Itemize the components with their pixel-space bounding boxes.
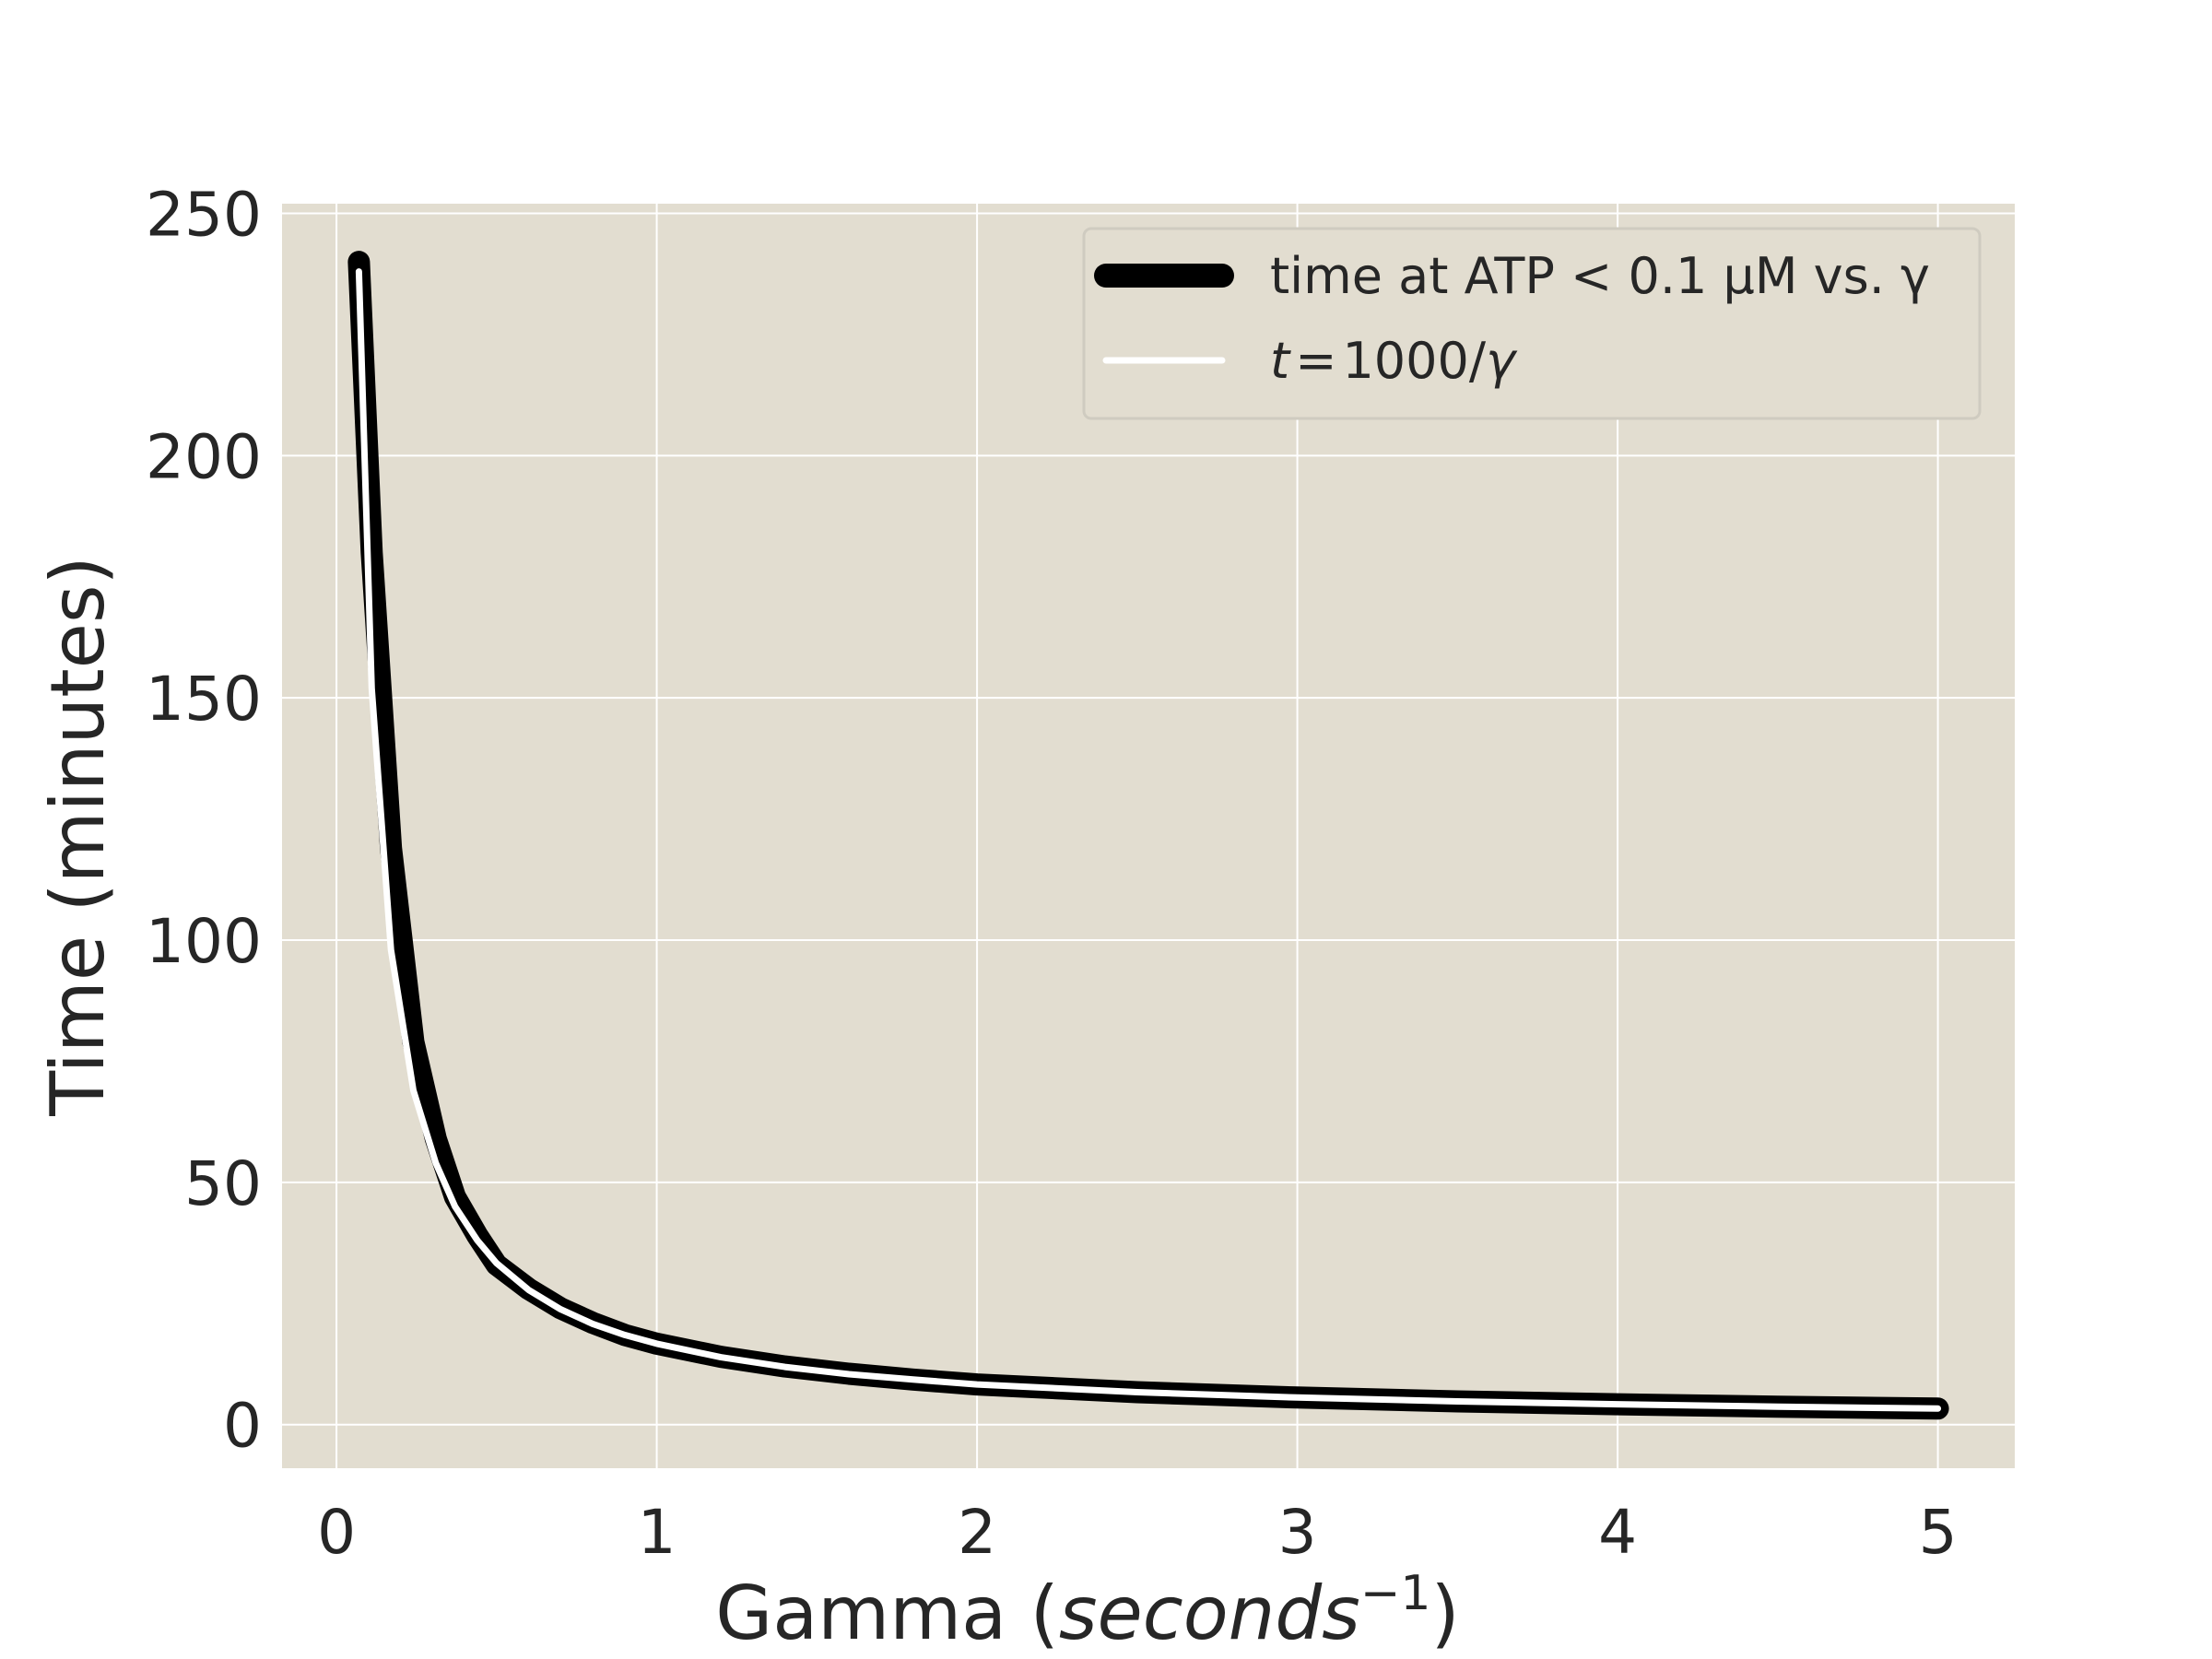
x-tick-label: 4 bbox=[1598, 1497, 1637, 1568]
series-group bbox=[347, 251, 1949, 1420]
y-tick-label: 200 bbox=[146, 421, 262, 492]
x-tick-label: 3 bbox=[1278, 1497, 1317, 1568]
y-tick-label: 50 bbox=[184, 1148, 262, 1219]
y-tick-label: 100 bbox=[146, 906, 262, 977]
legend-label-series-1: time at ATP < 0.1 μM vs. γ bbox=[1270, 247, 1930, 305]
legend-label-series-2-gamma: γ bbox=[1486, 332, 1518, 390]
y-tick-label: 0 bbox=[223, 1391, 262, 1462]
x-axis-title-close: ) bbox=[1430, 1571, 1459, 1656]
legend-label-series-2: t = 1000/γ bbox=[1270, 332, 1518, 390]
x-tick-label: 0 bbox=[317, 1497, 356, 1568]
x-axis-title-exponent: −1 bbox=[1360, 1566, 1431, 1621]
x-tick-label: 1 bbox=[638, 1497, 677, 1568]
legend-label-series-2-value: 1000/ bbox=[1342, 332, 1486, 390]
legend-box bbox=[1082, 227, 1982, 420]
legend-label-series-2-t: t bbox=[1270, 332, 1291, 390]
legend: time at ATP < 0.1 μM vs. γ t = 1000/γ bbox=[1082, 227, 1982, 420]
series-line-white bbox=[355, 268, 1942, 1412]
y-axis-title: Time (minutes) bbox=[35, 556, 121, 1116]
x-tick-label: 2 bbox=[958, 1497, 996, 1568]
legend-label-series-2-eq: = bbox=[1295, 332, 1336, 390]
y-tick-labels: 0 50 100 150 200 250 bbox=[146, 180, 262, 1462]
grid bbox=[282, 204, 2015, 1468]
y-tick-label: 150 bbox=[146, 664, 262, 735]
x-axis-title-main: Gamma ( bbox=[715, 1571, 1059, 1656]
y-tick-label: 250 bbox=[146, 180, 262, 251]
x-tick-label: 5 bbox=[1919, 1497, 1958, 1568]
x-axis-title-math: seconds bbox=[1059, 1571, 1360, 1656]
x-tick-labels: 0 1 2 3 4 5 bbox=[317, 1497, 1958, 1568]
x-axis-title: Gamma (seconds−1) bbox=[715, 1566, 1459, 1656]
